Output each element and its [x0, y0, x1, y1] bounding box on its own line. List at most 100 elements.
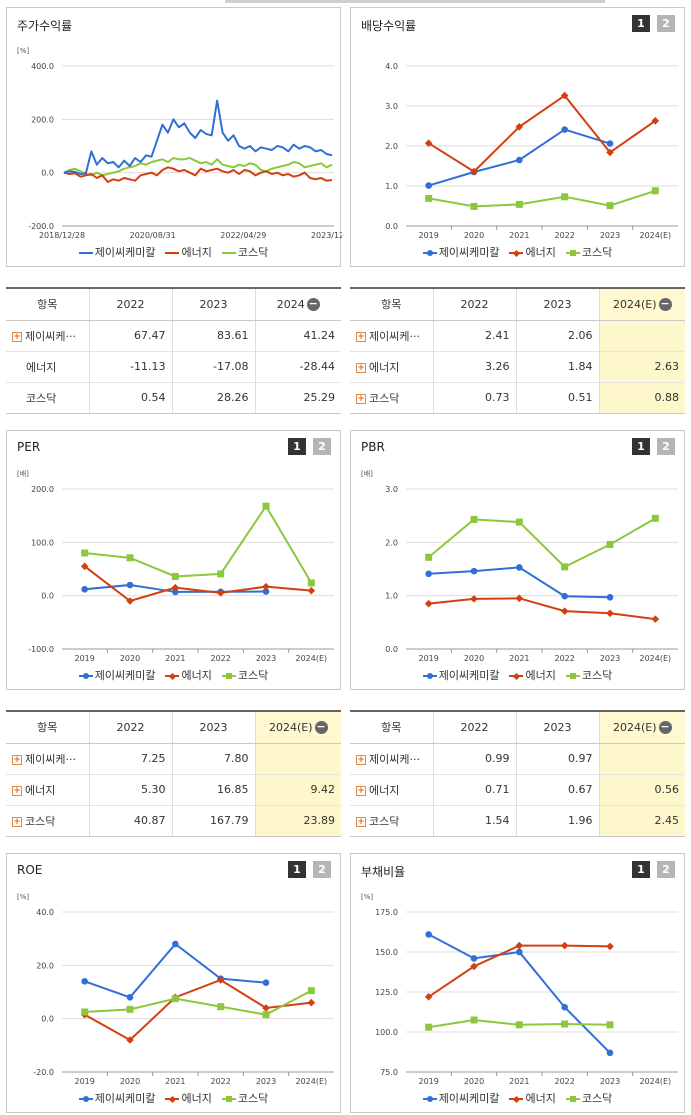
row-name[interactable]: 코스닥 — [6, 381, 89, 413]
cell-value: 1.84 — [515, 350, 599, 382]
view-1-button[interactable]: 1 — [288, 861, 306, 878]
legend-item-energy[interactable]: 에너지 — [165, 1090, 212, 1106]
table-row: 에너지 -11.13 -17.08 -28.44 — [6, 350, 341, 382]
data-point — [470, 1016, 478, 1024]
data-point — [262, 979, 270, 986]
legend-item-company[interactable]: 제이씨케미칼 — [78, 1090, 155, 1106]
x-tick-label: 2020/08/31 — [130, 231, 176, 240]
data-point — [262, 502, 270, 510]
data-point — [217, 570, 225, 578]
view-2-button[interactable]: 2 — [657, 861, 675, 878]
legend-item-company[interactable]: 제이씨케미칼 — [78, 667, 155, 683]
cell-value: -17.08 — [171, 350, 255, 382]
cell-value: 0.56 — [598, 773, 685, 805]
view-2-button[interactable]: 2 — [313, 861, 331, 878]
collapse-icon[interactable]: − — [658, 720, 672, 734]
chart-pbr: [배] 3.0 2.0 1.0 0.0 2019 2020 2021 2022 2023 2024(… — [361, 469, 678, 663]
expand-plus-icon[interactable]: + — [12, 754, 22, 765]
collapse-icon[interactable]: − — [306, 297, 320, 311]
row-name[interactable]: + 제이씨케··· — [6, 742, 89, 774]
x-tick-label: 2021 — [509, 1077, 529, 1086]
expand-plus-icon[interactable]: + — [356, 754, 366, 765]
y-tick-label: 175.0 — [375, 908, 398, 917]
cell-value — [254, 742, 341, 774]
legend-item-energy[interactable]: 에너지 — [165, 667, 212, 683]
legend-item-kosdaq[interactable]: 코스닥 — [221, 667, 268, 683]
data-point — [470, 202, 478, 210]
legend-item-kosdaq[interactable]: 코스닥 — [221, 1090, 268, 1106]
series-energy — [80, 562, 316, 605]
legend-item-energy[interactable]: 에너지 — [509, 1090, 556, 1106]
view-1-button[interactable]: 1 — [632, 15, 650, 32]
collapse-icon[interactable]: − — [314, 720, 328, 734]
legend-item-company[interactable]: 제이씨케미칼 — [422, 244, 499, 260]
table-row: + 제이씨케··· 2.41 2.06 — [350, 319, 685, 351]
row-name[interactable]: + 제이씨케··· — [6, 319, 89, 351]
cell-value: 0.88 — [598, 381, 685, 413]
legend-item-kosdaq[interactable]: 코스닥 — [565, 1090, 613, 1106]
legend-swatch — [509, 672, 524, 680]
data-point — [424, 993, 433, 1001]
row-name[interactable]: + 제이씨케··· — [350, 742, 433, 774]
data-point — [171, 995, 179, 1003]
row-name[interactable]: + 에너지 — [350, 773, 433, 805]
legend-item-energy[interactable]: 에너지 — [509, 667, 556, 683]
series-kosdaq — [425, 187, 659, 210]
view-2-button[interactable]: 2 — [313, 438, 331, 455]
legend-item-company[interactable]: 제이씨케미칼 — [422, 1090, 499, 1106]
expand-plus-icon[interactable]: + — [12, 785, 22, 796]
data-point — [606, 593, 614, 601]
row-name[interactable]: + 제이씨케··· — [350, 319, 433, 351]
expand-plus-icon[interactable]: + — [356, 816, 366, 827]
legend-item-kosdaq[interactable]: 코스닥 — [565, 667, 612, 683]
view-1-button[interactable]: 1 — [632, 861, 650, 878]
row-name[interactable]: 에너지 — [6, 350, 89, 382]
cell-value: -11.13 — [88, 350, 172, 382]
y-tick-label: 2.0 — [385, 538, 398, 547]
cell-value: 9.42 — [254, 773, 341, 805]
legend-swatch — [78, 672, 93, 680]
row-name[interactable]: + 에너지 — [6, 773, 89, 805]
data-point — [425, 1023, 433, 1031]
row-name[interactable]: + 코스닥 — [6, 804, 89, 836]
data-point — [515, 594, 524, 603]
expand-plus-icon[interactable]: + — [12, 816, 22, 827]
expand-plus-icon[interactable]: + — [356, 785, 366, 796]
view-2-button[interactable]: 2 — [657, 15, 675, 32]
legend-item-kosdaq[interactable]: 코스닥 — [565, 244, 613, 260]
legend-label: 코스닥 — [581, 246, 613, 259]
row-name[interactable]: + 코스닥 — [350, 804, 433, 836]
expand-plus-icon[interactable]: + — [356, 393, 366, 404]
view-2-button[interactable]: 2 — [657, 438, 675, 455]
data-point — [606, 609, 614, 618]
legend-item-company[interactable]: 제이씨케미칼 — [78, 244, 155, 260]
expand-plus-icon[interactable]: + — [12, 331, 22, 342]
view-1-button[interactable]: 1 — [288, 438, 306, 455]
legend-item-energy[interactable]: 에너지 — [165, 244, 212, 260]
data-point — [606, 140, 614, 147]
panel-title: 주가수익률 — [17, 19, 73, 33]
cell-value: 5.30 — [88, 773, 172, 805]
column-header: 2024− — [254, 289, 341, 321]
collapse-icon[interactable]: − — [658, 297, 672, 311]
series-line — [428, 597, 656, 621]
expand-plus-icon[interactable]: + — [356, 362, 366, 373]
legend-item-energy[interactable]: 에너지 — [509, 244, 556, 260]
legend-item-company[interactable]: 제이씨케미칼 — [422, 667, 499, 683]
expand-plus-icon[interactable]: + — [356, 331, 366, 342]
legend-label: 코스닥 — [581, 1092, 613, 1105]
view-1-button[interactable]: 1 — [632, 438, 650, 455]
data-point — [561, 193, 569, 201]
legend-item-kosdaq[interactable]: 코스닥 — [221, 244, 268, 260]
cell-value: 83.61 — [171, 319, 255, 351]
cell-value: 0.97 — [515, 742, 599, 774]
row-name[interactable]: + 코스닥 — [350, 381, 433, 413]
data-point — [606, 1021, 614, 1029]
series-kosdaq — [425, 1016, 614, 1031]
data-point — [262, 582, 270, 591]
series-line — [428, 94, 656, 173]
panel-stock-return: 주가수익률 [%] 400.0 200.0 0.0 -200.0 2018/12/28 20… — [6, 7, 342, 267]
series-company — [425, 931, 614, 1057]
cell-value: 0.71 — [432, 773, 516, 805]
row-name[interactable]: + 에너지 — [350, 350, 433, 382]
